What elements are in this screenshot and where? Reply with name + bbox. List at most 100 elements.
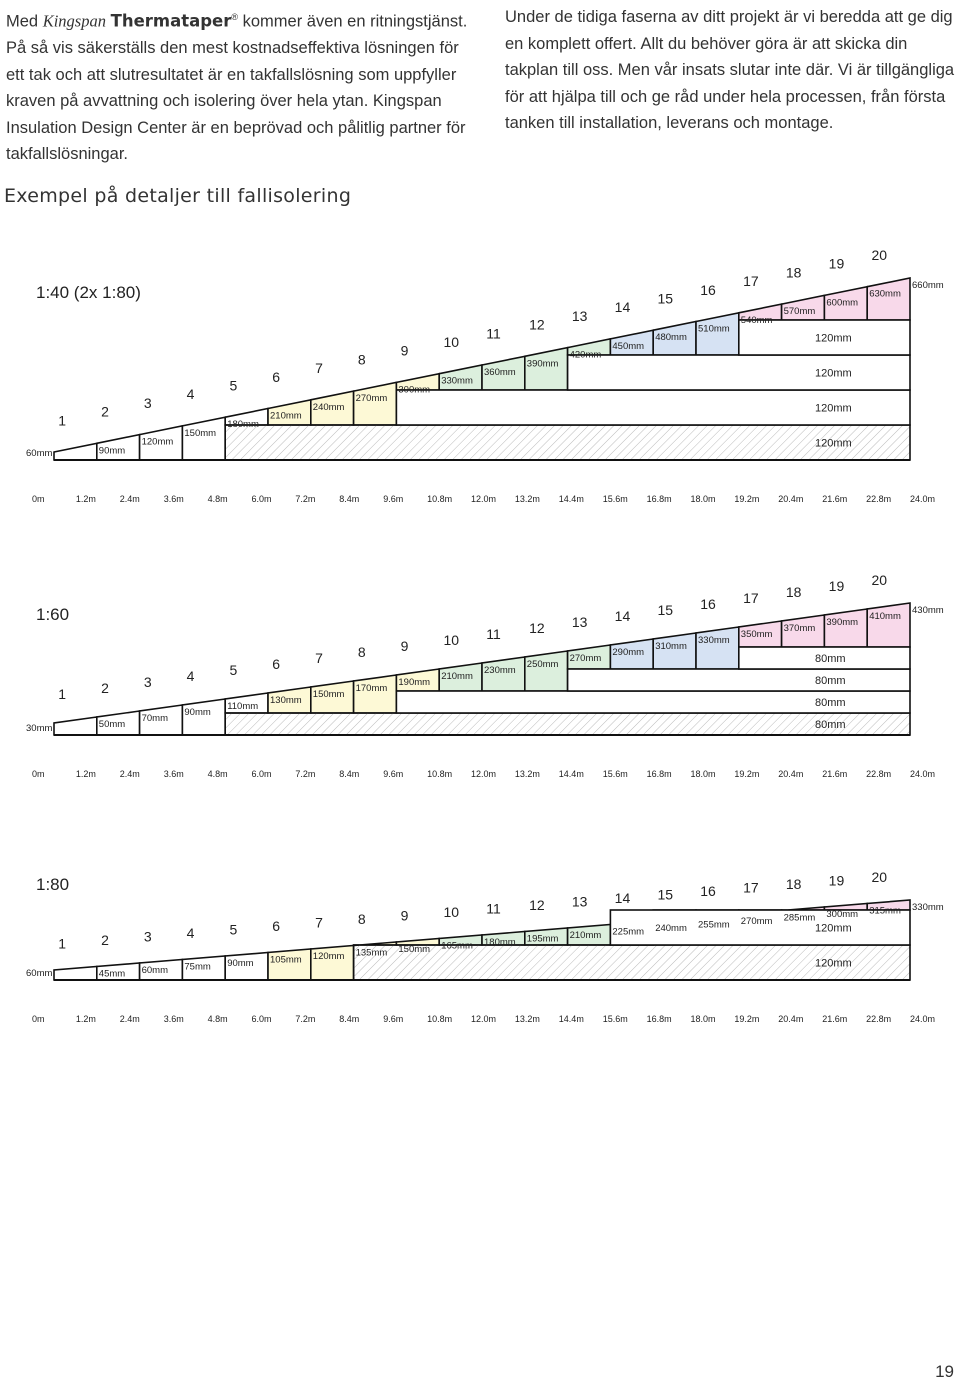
x-axis-label-10: 12.0m [471, 769, 496, 779]
element-number-1: 1 [58, 936, 66, 952]
taper-element-1 [53, 442, 98, 461]
x-axis-label-14: 16.8m [647, 769, 672, 779]
x-axis-label-7: 8.4m [339, 769, 359, 779]
x-axis-label-2: 2.4m [120, 1014, 140, 1024]
slope-label-19: 315mm [869, 906, 901, 917]
element-number-8: 8 [358, 351, 366, 367]
taper-element-20 [866, 602, 911, 648]
base-layer-1 [224, 712, 911, 736]
slope-label-5: 210mm [270, 411, 302, 422]
scale-label: 1:40 (2x 1:80) [36, 283, 141, 302]
slope-label-14: 240mm [655, 923, 687, 934]
slope-label-11: 250mm [527, 659, 559, 670]
element-number-5: 5 [229, 922, 237, 938]
element-number-2: 2 [101, 404, 109, 420]
x-axis-label-4: 4.8m [208, 769, 228, 779]
x-axis-label-8: 9.6m [383, 1014, 403, 1024]
x-axis-label-16: 19.2m [734, 1014, 759, 1024]
taper-element-8 [352, 674, 398, 714]
x-axis-label-17: 20.4m [778, 769, 803, 779]
x-axis-label-14: 16.8m [647, 1014, 672, 1024]
element-number-20: 20 [871, 869, 887, 885]
base-layer-label-1: 120mm [815, 958, 852, 970]
x-axis-label-13: 15.6m [603, 494, 628, 504]
slope-label-10: 230mm [484, 665, 516, 676]
slope-label-11: 390mm [527, 358, 559, 369]
intro-left-column: Med Kingspan Thermataper® kommer även en… [6, 4, 468, 168]
base-layer-2 [609, 909, 911, 946]
brand-kingspan: Kingspan [42, 11, 106, 31]
element-number-18: 18 [786, 876, 802, 892]
slope-label-13: 225mm [612, 927, 644, 938]
taper-element-1 [53, 716, 98, 736]
element-number-17: 17 [743, 880, 759, 896]
x-axis-label-19: 22.8m [866, 494, 891, 504]
x-axis-label-9: 10.8m [427, 1014, 452, 1024]
x-axis-label-1: 1.2m [76, 1014, 96, 1024]
element-number-9: 9 [401, 908, 409, 924]
slope-label-2: 70mm [142, 713, 168, 724]
element-number-2: 2 [101, 932, 109, 948]
element-number-20: 20 [871, 572, 887, 588]
element-number-8: 8 [358, 644, 366, 660]
x-axis-label-4: 4.8m [208, 494, 228, 504]
x-axis-label-15: 18.0m [691, 494, 716, 504]
slope-label-18: 600mm [826, 297, 858, 308]
slope-label-5: 105mm [270, 955, 302, 966]
base-layer-3 [566, 354, 911, 391]
x-axis-label-20: 24.0m [910, 494, 935, 504]
slope-label-6: 120mm [313, 951, 345, 962]
element-number-19: 19 [829, 578, 845, 594]
base-layer-1 [352, 944, 911, 981]
slope-label-2: 60mm [142, 965, 168, 976]
scale-label: 1:60 [36, 605, 69, 624]
slope-label-3: 75mm [184, 962, 210, 973]
element-number-20: 20 [871, 247, 887, 263]
element-number-1: 1 [58, 412, 66, 428]
slope-label-15: 510mm [698, 324, 730, 335]
element-number-12: 12 [529, 317, 545, 333]
slope-label-19: 410mm [869, 611, 901, 622]
x-axis-label-18: 21.6m [822, 494, 847, 504]
base-layer-label-1: 120mm [815, 438, 852, 450]
element-number-15: 15 [657, 291, 673, 307]
slope-label-9: 210mm [441, 671, 473, 682]
x-axis-label-2: 2.4m [120, 494, 140, 504]
base-layer-label-4: 120mm [815, 333, 852, 345]
slope-label-14: 310mm [655, 641, 687, 652]
slope-label-13: 450mm [612, 341, 644, 352]
element-number-15: 15 [657, 602, 673, 618]
x-axis-label-1: 1.2m [76, 494, 96, 504]
intro-left-text: kommer även en ritningstjänst. På så vis… [6, 12, 468, 164]
slope-label-1: 50mm [99, 719, 125, 730]
diagram-1-60: 1 2 3 4 5 6 7 8 9 10 11 12 13 14 15 16 17 18 19 2080mm80mm8… [26, 572, 944, 779]
element-number-14: 14 [615, 890, 631, 906]
base-layer-label-4: 80mm [815, 653, 846, 665]
element-number-13: 13 [572, 894, 588, 910]
element-number-3: 3 [144, 674, 152, 690]
slope-label-9: 330mm [441, 376, 473, 387]
slope-label-20: 660mm [912, 280, 944, 291]
element-number-17: 17 [743, 273, 759, 289]
element-number-11: 11 [486, 626, 501, 642]
base-layer-label-2: 80mm [815, 697, 846, 709]
x-axis-label-5: 6.0m [252, 1014, 272, 1024]
slope-label-17: 570mm [784, 306, 816, 317]
base-layer-3 [566, 668, 911, 692]
x-axis-label-10: 12.0m [471, 1014, 496, 1024]
slope-label-8: 300mm [398, 384, 430, 395]
element-number-6: 6 [272, 656, 280, 672]
slope-label-2: 120mm [142, 437, 174, 448]
slope-label-5: 130mm [270, 695, 302, 706]
slope-label-7: 135mm [356, 948, 388, 959]
element-number-5: 5 [229, 662, 237, 678]
slope-label-4: 180mm [227, 419, 259, 430]
element-number-7: 7 [315, 650, 323, 666]
x-axis-label-6: 7.2m [295, 1014, 315, 1024]
slope-label-17: 370mm [784, 623, 816, 634]
x-axis-label-9: 10.8m [427, 769, 452, 779]
x-axis-label-7: 8.4m [339, 494, 359, 504]
slope-label-4: 110mm [227, 701, 258, 712]
element-number-6: 6 [272, 918, 280, 934]
element-number-13: 13 [572, 614, 588, 630]
